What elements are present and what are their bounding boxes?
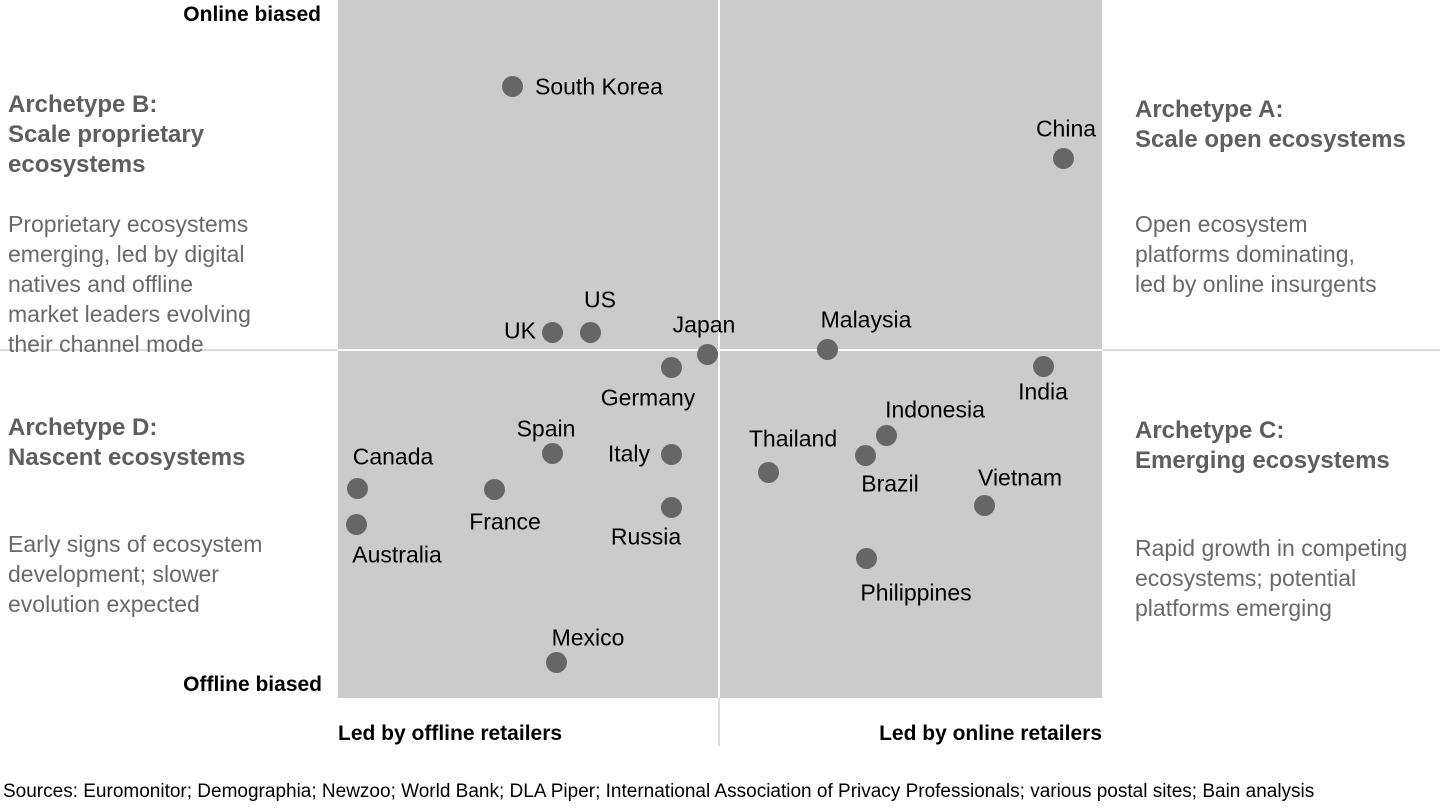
- archetype-d-block: Archetype D: Nascent ecosystems Early si…: [8, 395, 330, 637]
- quadrant-divider-horizontal: [338, 349, 1102, 351]
- data-point-indonesia: [875, 424, 897, 446]
- data-label-philippines: Philippines: [860, 579, 972, 606]
- data-point-uk: [541, 321, 563, 343]
- data-point-germany: [660, 356, 682, 378]
- data-label-malaysia: Malaysia: [820, 306, 912, 333]
- data-point-australia: [345, 513, 367, 535]
- data-point-canada: [346, 477, 368, 499]
- data-label-uk: UK: [504, 317, 536, 344]
- data-label-italy: Italy: [607, 440, 650, 467]
- data-label-russia: Russia: [610, 523, 682, 550]
- y-axis-bottom-label: Offline biased: [183, 673, 322, 696]
- data-point-malaysia: [816, 338, 838, 360]
- data-point-south-korea: [501, 75, 523, 97]
- archetype-a-title: Archetype A: Scale open ecosystems: [1135, 96, 1406, 153]
- quadrant-divider-vertical-extension: [718, 698, 720, 746]
- data-label-south-korea: South Korea: [535, 73, 663, 100]
- plot-area: South Korea China UK US Japan Germany Malaysia…: [338, 0, 1102, 698]
- data-label-indonesia: Indonesia: [885, 396, 985, 423]
- data-label-thailand: Thailand: [748, 425, 838, 452]
- x-axis-left-label: Led by offline retailers: [338, 722, 563, 745]
- quadrant-divider-vertical: [718, 0, 720, 698]
- data-label-spain: Spain: [516, 415, 576, 442]
- data-point-france: [483, 478, 505, 500]
- data-point-china: [1052, 147, 1074, 169]
- data-label-france: France: [469, 508, 541, 535]
- data-point-thailand: [757, 461, 779, 483]
- archetype-d-title: Archetype D: Nascent ecosystems: [8, 414, 246, 471]
- archetype-b-block: Archetype B: Scale proprietary ecosystem…: [8, 72, 330, 377]
- data-label-us: US: [584, 286, 616, 313]
- data-point-india: [1032, 355, 1054, 377]
- data-label-australia: Australia: [352, 541, 442, 568]
- data-label-japan: Japan: [672, 311, 736, 338]
- data-label-india: India: [1018, 378, 1068, 405]
- data-label-canada: Canada: [352, 443, 434, 470]
- data-label-germany: Germany: [600, 384, 696, 411]
- data-label-brazil: Brazil: [861, 470, 919, 497]
- data-point-spain: [541, 442, 563, 464]
- archetype-d-description: Early signs of ecosystem development; sl…: [8, 531, 263, 617]
- data-point-russia: [660, 496, 682, 518]
- data-point-italy: [660, 443, 682, 465]
- x-axis-right-label: Led by online retailers: [879, 722, 1102, 745]
- data-point-us: [579, 321, 601, 343]
- data-label-china: China: [1035, 115, 1097, 142]
- sources-note: Sources: Euromonitor; Demographia; Newzo…: [3, 781, 1315, 802]
- archetype-a-description: Open ecosystem platforms dominating, led…: [1135, 211, 1377, 297]
- data-label-vietnam: Vietnam: [978, 464, 1062, 491]
- y-axis-top-label: Online biased: [183, 3, 321, 26]
- data-point-brazil: [854, 444, 876, 466]
- archetype-a-block: Archetype A: Scale open ecosystems Open …: [1135, 77, 1437, 317]
- data-point-japan: [696, 343, 718, 365]
- data-point-mexico: [545, 651, 567, 673]
- archetype-c-title: Archetype C: Emerging ecosystems: [1135, 417, 1390, 474]
- archetype-c-block: Archetype C: Emerging ecosystems Rapid g…: [1135, 398, 1437, 641]
- archetype-c-description: Rapid growth in competing ecosystems; po…: [1135, 535, 1408, 621]
- data-point-vietnam: [973, 494, 995, 516]
- data-label-mexico: Mexico: [551, 624, 625, 651]
- archetype-b-description: Proprietary ecosystems emerging, led by …: [8, 211, 251, 357]
- archetype-b-title: Archetype B: Scale proprietary ecosystem…: [8, 91, 205, 178]
- data-point-philippines: [855, 547, 877, 569]
